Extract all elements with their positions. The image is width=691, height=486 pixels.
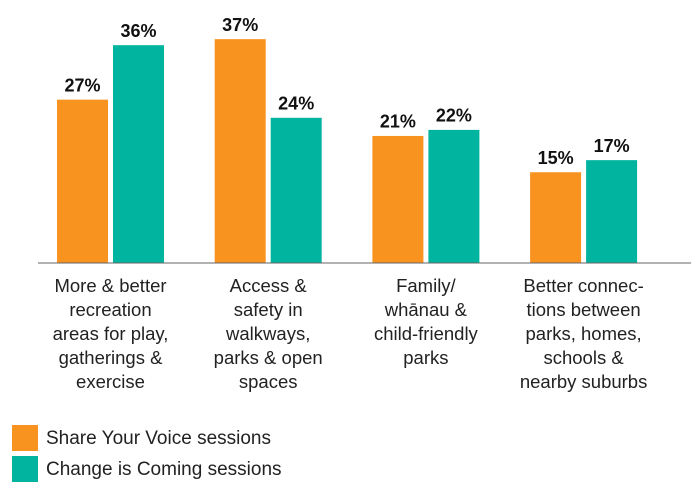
value-label: 17% <box>594 136 630 156</box>
value-label: 24% <box>278 94 314 114</box>
legend-swatch <box>12 456 38 482</box>
bar <box>113 45 164 264</box>
category-label: Family/ whānau & child-friendly parks <box>373 275 478 368</box>
value-label: 37% <box>222 15 258 35</box>
bar <box>214 39 266 264</box>
value-label: 27% <box>64 75 100 95</box>
legend-label: Share Your Voice sessions <box>46 428 271 449</box>
bar <box>530 172 582 263</box>
value-label: 22% <box>436 106 472 126</box>
value-label: 15% <box>538 148 574 168</box>
value-label: 21% <box>380 112 416 132</box>
category-label: Access & safety in walkways, parks & ope… <box>213 275 323 392</box>
bar <box>428 129 480 263</box>
value-label: 36% <box>120 21 156 41</box>
legend-swatch <box>12 425 38 451</box>
legend-label: Change is Coming sessions <box>46 459 282 480</box>
bar <box>57 99 108 264</box>
bar <box>372 135 424 263</box>
category-label: Better connec- tions between parks, home… <box>519 275 648 392</box>
category-label: More & better recreation areas for play,… <box>52 275 169 392</box>
bar <box>270 117 322 263</box>
bar <box>586 160 638 263</box>
